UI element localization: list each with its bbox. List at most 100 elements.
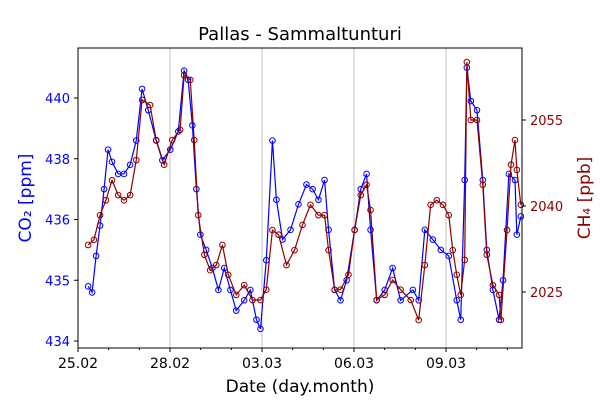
y-right-tick-label: 2055 [530,114,563,129]
co2-data-point [100,185,108,193]
ch4-data-point [275,231,282,238]
ch4-data-point [120,196,128,204]
co2-data-point [295,201,302,208]
ch4-data-point [351,226,358,234]
co2-data-point [309,185,316,193]
ch4-data-point [473,116,481,124]
ch4-data-point [126,191,134,199]
plot-frame [77,47,523,349]
y-axis-right-label: CH₄ [ppb] [575,157,595,240]
ch4-data-point [160,161,168,169]
ch4-data-point [363,181,370,189]
ch4-data-point [213,261,220,269]
co2-data-point [104,146,112,153]
ch4-data-point [389,276,396,284]
co2-data-point [303,181,310,188]
ch4-data-point [206,266,214,274]
ch4-data-point [421,261,429,269]
co2-data-point [363,170,370,178]
co2-data-point [321,176,328,184]
co2-data-point [457,316,465,324]
ch4-data-point [489,281,497,289]
co2-data-point [174,128,182,135]
co2-data-point [269,137,276,144]
ch4-data-point [517,201,525,209]
ch4-data-point [108,176,116,184]
co2-data-point [232,307,240,314]
ch4-data-point [457,291,465,299]
co2-data-point [227,286,234,294]
ch4-data-point [325,246,332,254]
co2-data-point [92,252,100,260]
y-right-tick-label: 2025 [530,286,563,301]
ch4-data-point [467,116,475,124]
ch4-data-point [114,191,122,199]
ch4-data-point [415,316,423,324]
co2-data-point [132,137,140,144]
ch4-data-point [345,271,352,279]
ch4-data-point [483,251,491,259]
ch4-data-point [337,286,344,294]
ch4-data-point [513,166,521,174]
co2-data-point [126,161,134,169]
co2-data-point [184,76,192,84]
ch4-data-point [507,161,515,169]
ch4-data-point [461,256,469,264]
co2-data-point [273,196,280,204]
ch4-data-point [257,296,264,304]
co2-data-point [389,264,396,272]
co2-data-point [505,170,513,178]
co2-data-point [138,85,146,93]
ch4-data-point [367,206,374,214]
ch4-data-point [176,126,184,134]
co2-data-point [437,246,445,254]
co2-data-point [189,122,196,129]
x-tick-label: 28.02 [150,356,190,372]
ch4-data-point [299,221,306,229]
ch4-data-point [445,211,453,219]
co2-data-point [473,106,481,114]
ch4-data-point [219,241,226,249]
ch4-data-point [307,201,314,209]
ch4-data-point [201,251,208,259]
y-left-tick-label: 438 [45,153,70,168]
ch4-data-point [291,246,298,254]
co2-data-point [315,196,322,204]
y-axis-left-label: CO₂ [ppm] [16,154,36,243]
co2-data-point [108,158,116,166]
co2-data-point [429,236,437,243]
co2-data-point [88,289,96,296]
ch4-data-point [269,226,276,234]
ch4-data-point [249,296,256,304]
co2-data-point [453,296,461,304]
x-tick-label: 25.02 [58,356,98,372]
ch4-data-point [190,136,198,144]
co2-data-point [467,97,475,105]
co2-data-point [240,296,248,304]
co2-data-point [84,283,92,290]
y-left-tick-label: 436 [45,214,70,229]
y-left-tick-label: 434 [45,335,70,350]
co2-data-point [517,213,525,220]
ch4-series-line [87,62,522,321]
ch4-data-point [381,291,388,299]
ch4-data-point [321,211,328,219]
ch4-data-point [102,196,110,204]
co2-data-point [253,316,260,324]
x-tick-label: 09.03 [426,356,466,372]
ch4-data-point [240,281,248,289]
ch4-data-point [397,286,404,294]
ch4-data-point [194,211,202,219]
ch4-data-point [463,58,471,66]
y-right-tick-label: 2040 [530,200,563,215]
co2-data-point [445,252,453,260]
co2-data-point [287,226,294,234]
co2-data-point [409,286,417,294]
x-axis-label: Date (day.month) [226,377,375,397]
ch4-data-point [84,241,92,249]
co2-data-point [461,176,469,184]
y-left-tick-label: 435 [45,274,70,289]
co2-data-point [337,296,344,304]
ch4-data-point [357,191,365,199]
ch4-data-point [495,291,503,299]
